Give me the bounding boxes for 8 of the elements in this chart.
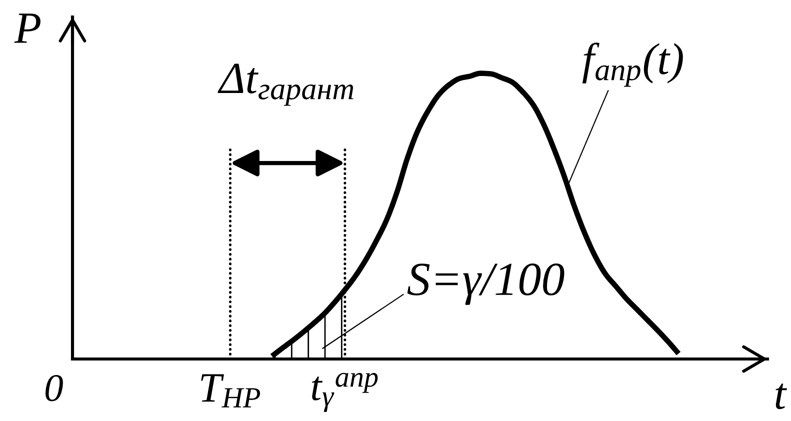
x-axis-title: t xyxy=(776,384,787,410)
annotation: Δt$_{гарант}$ xyxy=(218,64,354,106)
annotation: f$_{апр}$(t) xyxy=(582,42,683,87)
annotation: S=γ/100 xyxy=(407,264,564,305)
x-tick-label: T$_{НР}$ xyxy=(201,374,260,408)
text: 0 xyxy=(46,374,63,402)
x-tick-label: t$_{γ}$$^{апр}$ xyxy=(312,372,378,412)
y-axis-title: P xyxy=(14,14,40,43)
